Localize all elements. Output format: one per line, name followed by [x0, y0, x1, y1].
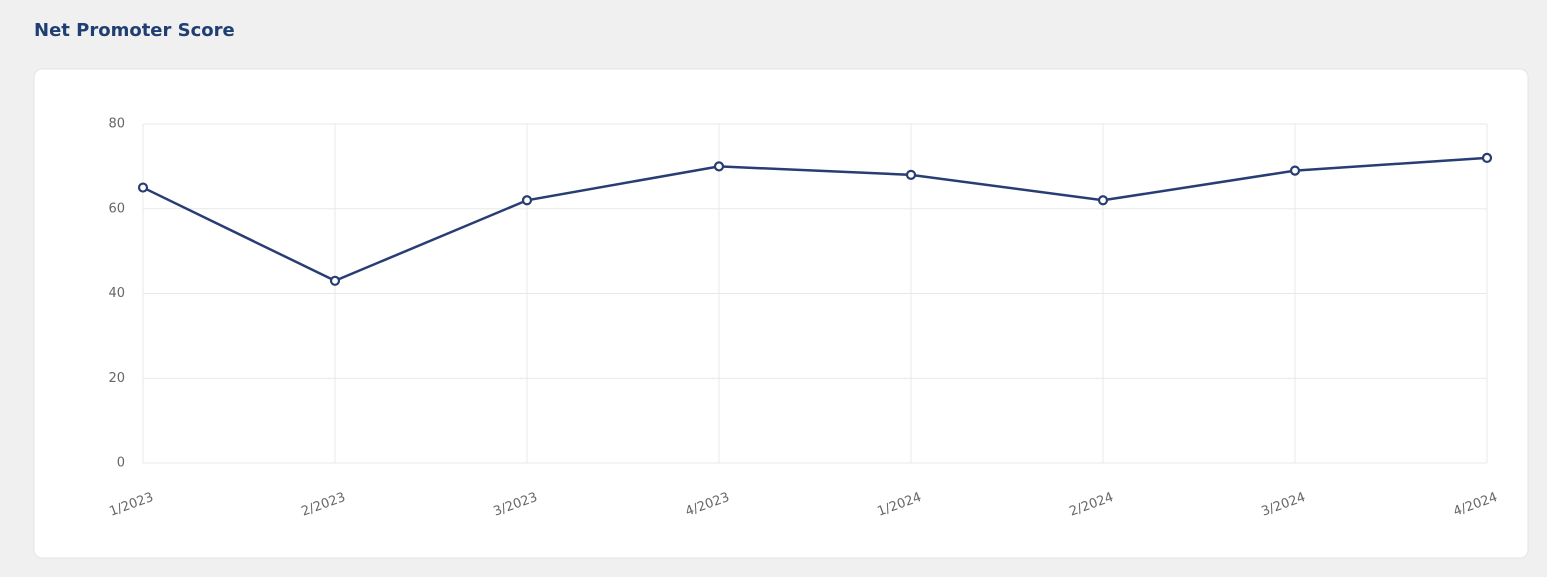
point — [905, 169, 917, 180]
chart-title: Net Promoter Score — [34, 20, 235, 41]
y-tick-label: 60 — [108, 201, 125, 216]
y-tick-label: 80 — [108, 117, 125, 132]
series-line — [142, 156, 1488, 283]
y-tick-label: 20 — [108, 371, 125, 386]
point — [713, 161, 725, 172]
point — [1097, 195, 1109, 206]
y-tick-label: 0 — [117, 456, 125, 471]
point — [137, 182, 149, 193]
point — [521, 195, 533, 206]
point — [1481, 152, 1493, 163]
card — [33, 68, 1529, 559]
y-tick-label: 40 — [108, 286, 125, 301]
point — [1289, 165, 1301, 176]
point — [329, 275, 341, 286]
